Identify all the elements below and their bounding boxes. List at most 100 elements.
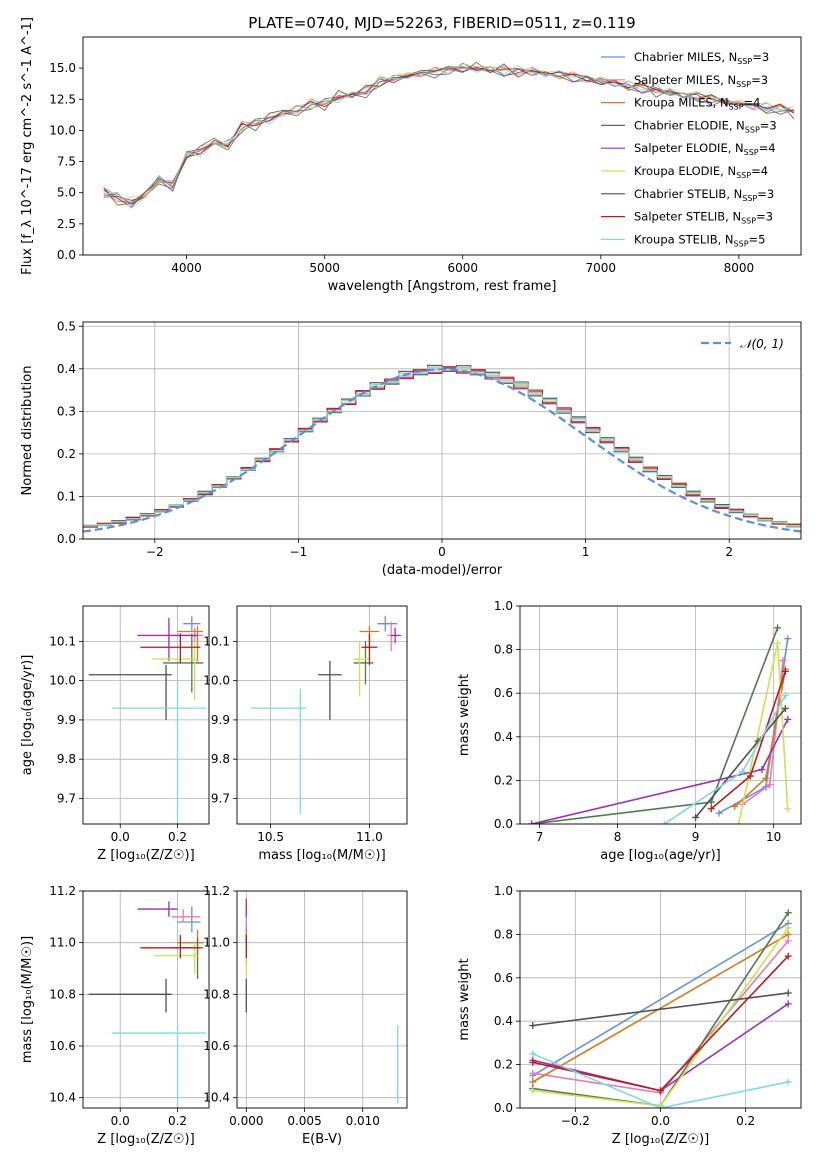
scatter-point bbox=[137, 901, 178, 917]
scatter-point bbox=[353, 641, 374, 685]
y-tick-label: 0.6 bbox=[494, 971, 513, 985]
mass-weight-line bbox=[718, 638, 789, 814]
plus-marker bbox=[692, 813, 700, 821]
x-tick-label: 0.000 bbox=[229, 1114, 263, 1128]
plus-marker bbox=[735, 820, 743, 824]
scatter-point bbox=[250, 688, 307, 815]
y-tick-label: 1.0 bbox=[494, 884, 513, 898]
y-tick-label: 10.4 bbox=[49, 1091, 76, 1105]
plus-marker bbox=[707, 805, 715, 813]
y-tick-label: 10.0 bbox=[203, 674, 230, 688]
spectrum-series-line bbox=[103, 65, 795, 209]
mass_weight_vs_Z-frame bbox=[519, 890, 802, 1109]
y-tick-label: 10.4 bbox=[203, 1091, 230, 1105]
plus-marker bbox=[781, 704, 789, 712]
y-axis-label: mass [log₁₀(M/M☉)] bbox=[20, 936, 35, 1063]
y-tick-label: 0.3 bbox=[57, 404, 76, 418]
x-tick-label: 4000 bbox=[171, 261, 202, 275]
x-tick-label: 10.5 bbox=[257, 830, 284, 844]
y-tick-label: 11.0 bbox=[203, 936, 230, 950]
age_vs_mass-grid bbox=[237, 606, 407, 824]
scatter-point bbox=[171, 937, 204, 979]
residuals-grid bbox=[83, 322, 801, 540]
x-axis-label: mass [log₁₀(M/M☉)] bbox=[258, 848, 385, 863]
y-tick-label: 7.5 bbox=[57, 155, 76, 169]
y-axis-label: mass weight bbox=[457, 958, 472, 1040]
plus-marker bbox=[529, 1078, 537, 1086]
spectrum-series-line bbox=[103, 65, 795, 205]
scatter-point bbox=[163, 633, 204, 693]
y-axis-label: mass weight bbox=[457, 674, 472, 756]
scatter-point bbox=[391, 627, 402, 644]
plus-marker bbox=[784, 937, 792, 945]
y-tick-label: 0.5 bbox=[57, 319, 76, 333]
x-tick-label: −1 bbox=[290, 545, 308, 559]
x-axis-label: age [log₁₀(age/yr)] bbox=[600, 848, 721, 863]
x-tick-label: 6000 bbox=[447, 261, 478, 275]
mass-weight-line bbox=[532, 922, 789, 1077]
plus-marker bbox=[784, 715, 792, 723]
scatter-point bbox=[88, 664, 172, 720]
x-tick-label: 0.0 bbox=[651, 1114, 670, 1128]
scatter-point bbox=[137, 617, 198, 661]
plus-marker bbox=[660, 820, 668, 824]
x-tick-label: 0.005 bbox=[287, 1114, 321, 1128]
x-tick-label: 5000 bbox=[309, 261, 340, 275]
y-tick-label: 15.0 bbox=[49, 61, 76, 75]
mass_vs_ebv-grid bbox=[237, 890, 407, 1108]
figure-title: PLATE=0740, MJD=52263, FIBERID=0511, z=0… bbox=[248, 14, 635, 32]
x-tick-label: 2 bbox=[725, 545, 733, 559]
age_vs_Z-plot-area bbox=[88, 615, 207, 824]
x-tick-label: 10 bbox=[766, 830, 781, 844]
legend-entry: Kroupa MILES, NSSP=4 bbox=[634, 96, 760, 112]
residuals-plot-area bbox=[83, 364, 801, 533]
legend-entry: Salpeter ELODIE, NSSP=4 bbox=[634, 141, 776, 157]
y-tick-label: 0.0 bbox=[494, 817, 513, 831]
scatter-point bbox=[183, 615, 201, 632]
y-tick-label: 11.0 bbox=[49, 936, 76, 950]
y-tick-label: 10.1 bbox=[203, 634, 230, 648]
y-axis-label: Normed distribution bbox=[20, 366, 35, 496]
scatter-point bbox=[177, 906, 201, 933]
x-tick-label: 7000 bbox=[586, 261, 617, 275]
plus-marker bbox=[781, 667, 789, 675]
plots-group: 4000 5000 6000 7000 80000.02.55.07.510.012.5… bbox=[20, 17, 802, 1147]
scatter-point bbox=[318, 660, 342, 720]
y-tick-label: 9.8 bbox=[211, 752, 230, 766]
y-tick-label: 5.0 bbox=[57, 186, 76, 200]
y-tick-label: 11.2 bbox=[203, 884, 230, 898]
y-tick-label: 10.0 bbox=[49, 674, 76, 688]
plus-marker bbox=[766, 781, 774, 789]
mass_weight_vs_age-panel: 7 8 9 10 0.0 0.2 0.4 0.6 0.8 1.0 age [log₁₀(age/yr… bbox=[457, 599, 802, 863]
scatter-point bbox=[151, 641, 198, 701]
y-tick-label: 0.8 bbox=[494, 927, 513, 941]
y-tick-label: 10.8 bbox=[203, 987, 230, 1001]
plus-marker bbox=[784, 1000, 792, 1008]
y-tick-label: 10.6 bbox=[49, 1039, 76, 1053]
mass_vs_Z-grid bbox=[83, 890, 209, 1108]
normal-reference-curve bbox=[83, 368, 801, 533]
y-tick-label: 0.6 bbox=[494, 686, 513, 700]
y-tick-label: 9.9 bbox=[211, 713, 230, 727]
plus-marker bbox=[784, 989, 792, 997]
scatter-point bbox=[140, 934, 201, 959]
x-tick-label: 0.2 bbox=[168, 830, 187, 844]
scatter-point bbox=[177, 625, 204, 661]
mass_vs_Z-plot-area bbox=[88, 901, 207, 1108]
plus-marker bbox=[746, 772, 754, 780]
plus-marker bbox=[529, 1069, 537, 1077]
mass-weight-line bbox=[532, 933, 789, 1083]
plus-marker bbox=[784, 952, 792, 960]
age_vs_Z-panel: 0.0 0.2 9.7 9.8 9.9 10.0 10.1 Z [log₁₀(Z/Z☉)] ag… bbox=[20, 605, 210, 863]
scatter-point bbox=[353, 641, 370, 697]
y-tick-label: 0.4 bbox=[57, 362, 76, 376]
legend: 𝒩(0, 1) bbox=[701, 337, 784, 351]
plus-marker bbox=[738, 768, 746, 776]
y-tick-label: 0.0 bbox=[57, 248, 76, 262]
x-axis-label: Z [log₁₀(Z/Z☉)] bbox=[612, 1132, 709, 1147]
y-tick-label: 0.2 bbox=[494, 773, 513, 787]
y-axis-label: age [log₁₀(age/yr)] bbox=[20, 655, 35, 776]
y-tick-label: 0.0 bbox=[57, 532, 76, 546]
age_vs_mass-frame bbox=[236, 605, 408, 825]
plus-marker bbox=[528, 820, 536, 824]
